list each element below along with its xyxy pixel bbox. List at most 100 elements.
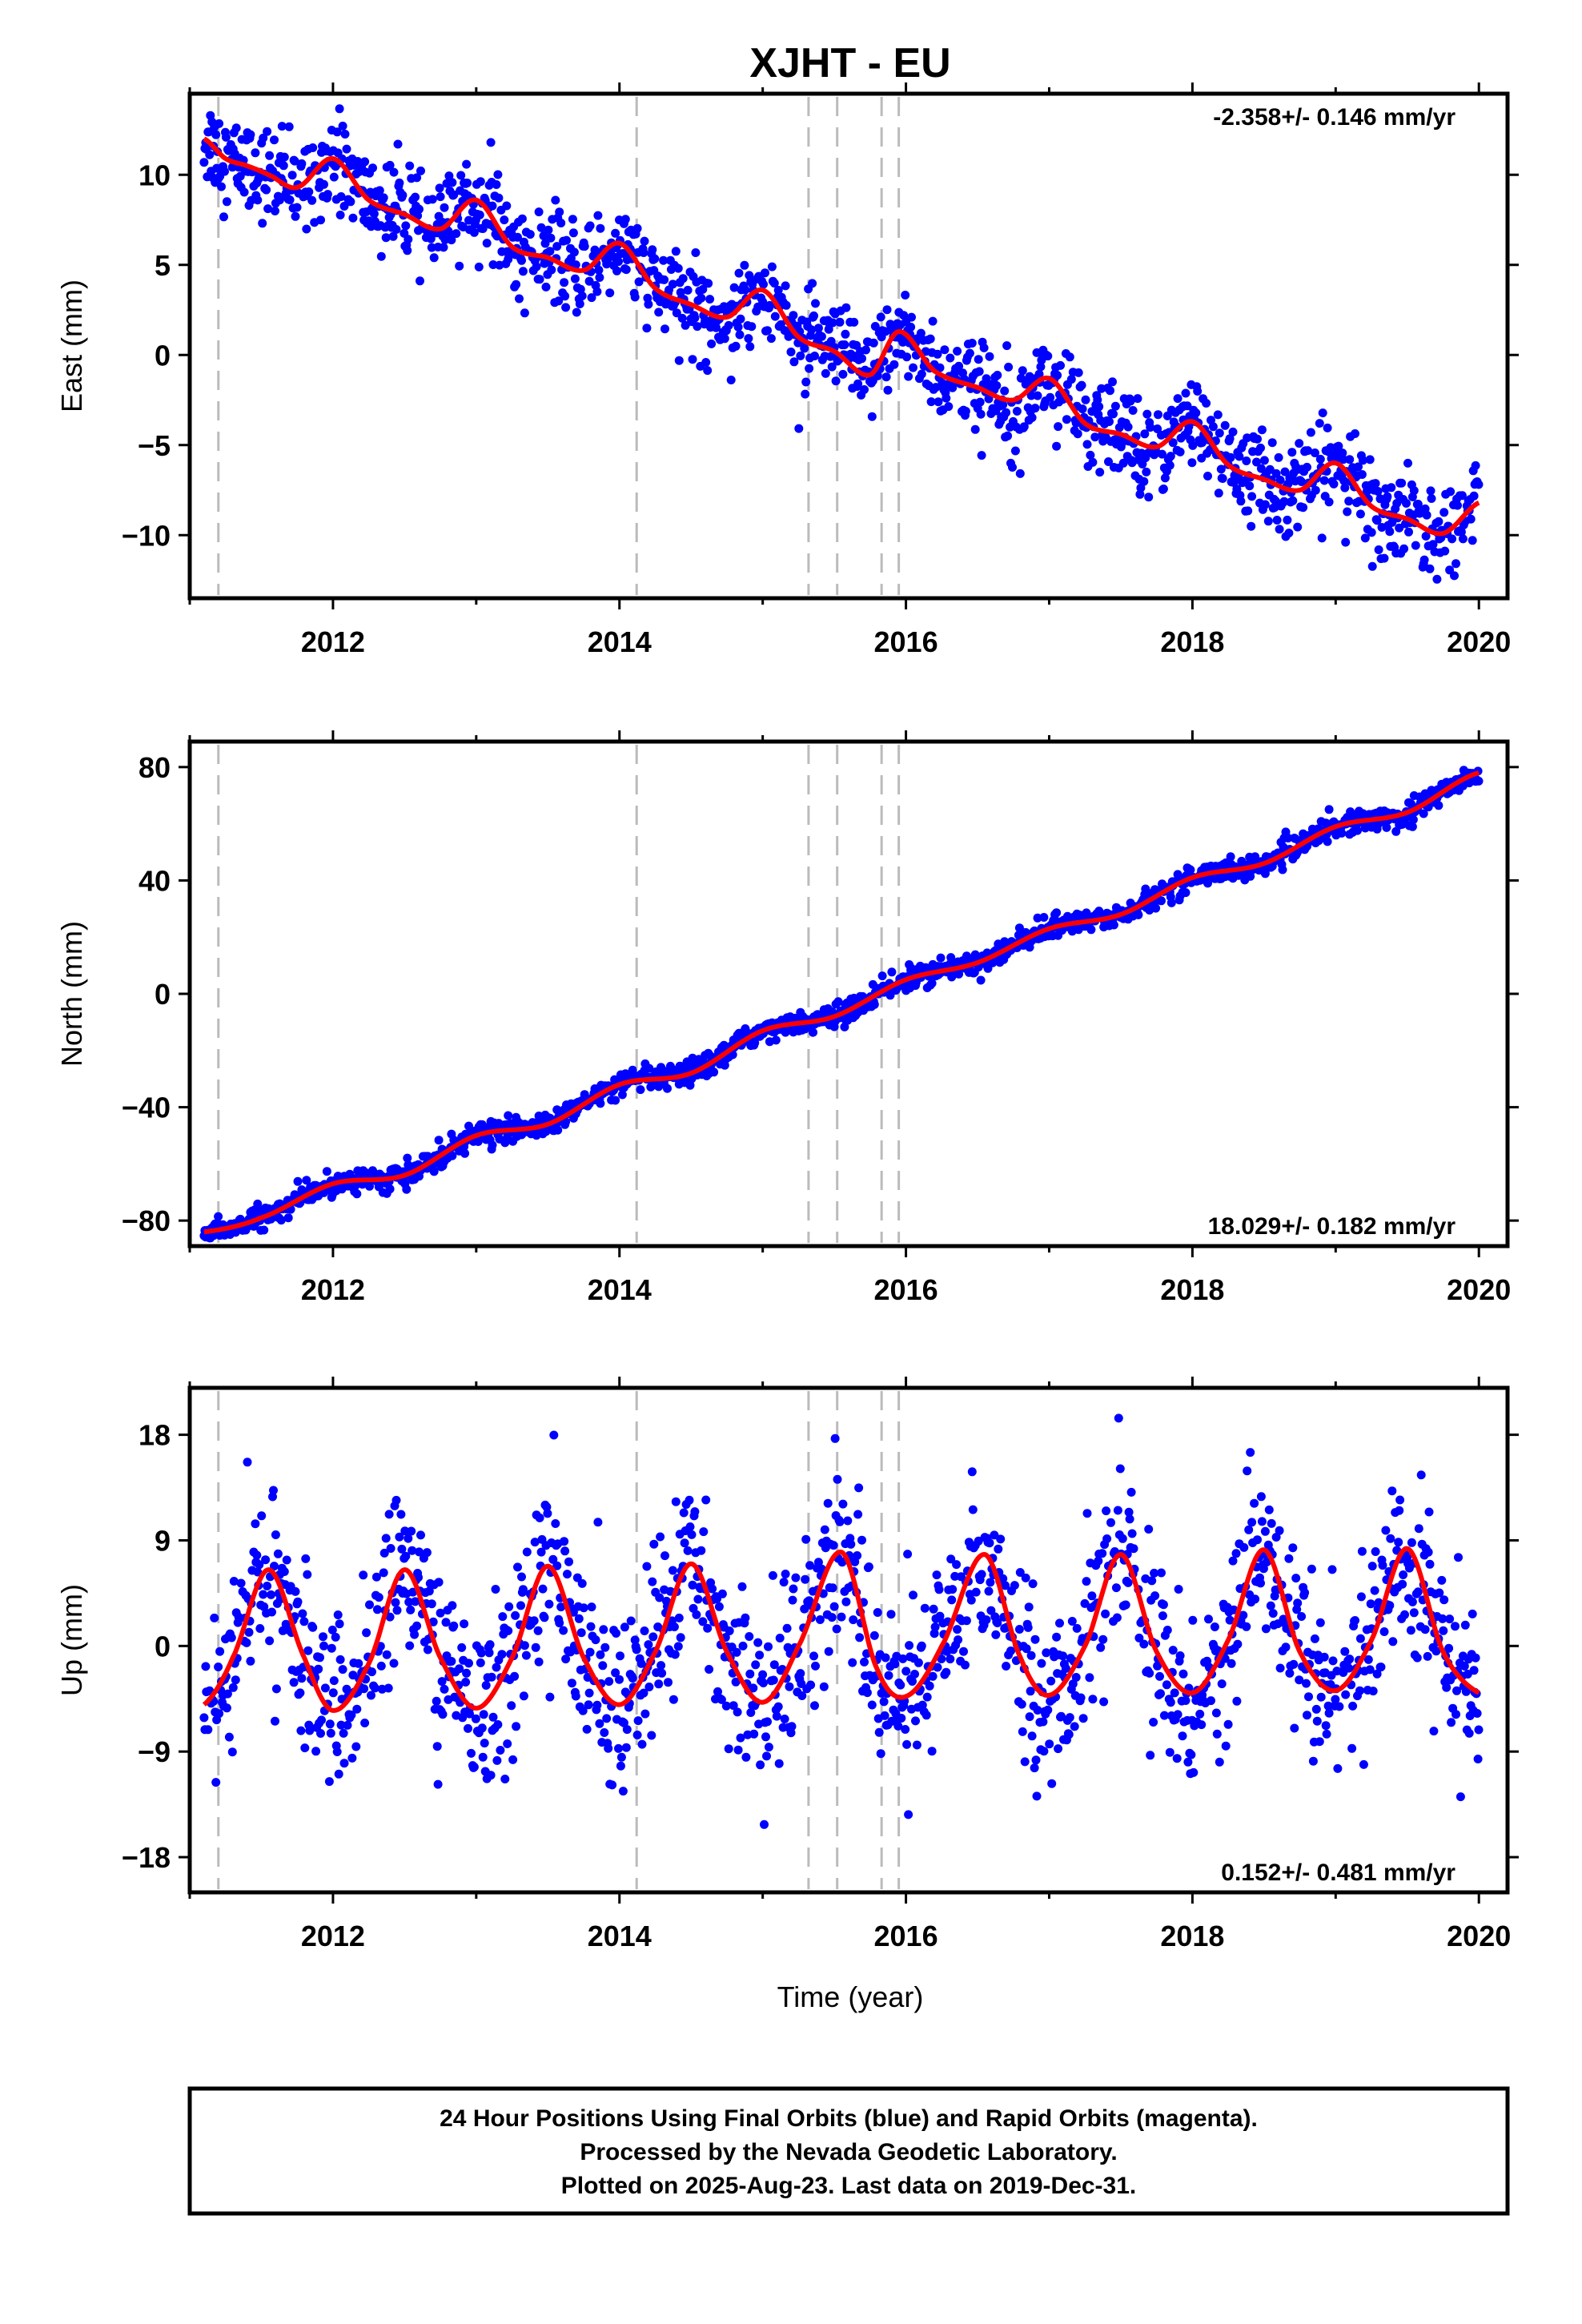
observation-point [1221,1741,1231,1751]
observation-point [1406,1626,1415,1635]
observation-point [1351,1616,1359,1625]
observation-point [788,1595,797,1605]
observation-point [721,1701,731,1711]
observation-point [1279,497,1289,506]
observation-point [724,320,733,330]
observation-point [946,1655,955,1664]
observation-point [1214,489,1223,498]
observation-point [592,1700,602,1710]
observation-point [876,312,885,322]
observation-point [205,150,215,159]
observation-point [733,1745,743,1755]
observation-point [448,1151,457,1160]
observation-point [396,1510,406,1519]
observation-point [1398,1579,1407,1589]
observation-point [229,1577,239,1586]
observation-point [412,173,422,183]
observation-point [1285,1668,1295,1678]
observation-point [1457,491,1467,501]
observation-point [809,1651,818,1661]
observation-point [1453,501,1462,510]
observation-point [488,1712,498,1722]
observation-point [1383,492,1392,501]
observation-point [1187,458,1197,468]
observation-point [1026,1687,1035,1696]
observation-point [1379,553,1389,563]
observation-point [1227,1659,1236,1668]
observation-point [733,322,743,332]
observation-point [932,1570,942,1580]
observation-point [1284,1554,1294,1563]
observation-point [1018,1727,1027,1736]
observation-point [325,1719,335,1729]
observation-point [1134,910,1143,919]
observation-point [649,1539,659,1549]
observation-point [1257,425,1267,435]
observation-point [1445,1614,1455,1624]
observation-point [903,1550,913,1559]
observation-point [251,1519,260,1529]
observation-point [1181,1696,1191,1705]
x-tick-label: 2016 [874,1920,938,1952]
observation-point [403,1153,412,1163]
observation-point [1323,837,1332,846]
observation-point [1256,1578,1265,1588]
observation-point [416,166,425,175]
observation-point [560,292,570,301]
observation-point [1108,377,1117,387]
observation-point [1400,1610,1409,1619]
observation-point [1080,1598,1090,1608]
observation-point [448,178,457,187]
observation-point [857,1535,866,1545]
observation-point [1341,1690,1351,1699]
observation-point [630,1635,640,1645]
observation-point [745,342,755,352]
observation-point [1036,362,1046,372]
observation-point [1188,1615,1198,1625]
observation-point [1373,487,1383,496]
observation-point [884,1671,893,1680]
observation-point [1168,438,1178,448]
observation-point [469,227,479,237]
observation-point [282,1555,291,1565]
observation-point [456,171,466,180]
observation-point [1271,468,1281,478]
observation-point [1469,1666,1479,1675]
observation-point [391,1598,400,1607]
observation-point [769,1675,778,1685]
footer-line-1: 24 Hour Positions Using Final Orbits (bl… [440,2105,1258,2132]
observation-point [215,1709,224,1719]
observation-point [261,1555,271,1565]
observation-point [1052,1632,1062,1642]
x-tick-label: 2020 [1447,1920,1511,1952]
observation-point [1134,1633,1144,1642]
observation-point [769,279,779,288]
observation-point [570,274,580,283]
observation-point [611,1668,620,1678]
observation-point [741,1752,751,1762]
observation-point [336,1720,346,1730]
observation-point [1110,401,1120,411]
observation-point [1118,458,1128,468]
observation-point [595,273,604,282]
observation-point [1414,1524,1423,1534]
observation-point [1158,1600,1168,1610]
observation-point [571,1691,580,1701]
observation-point [1435,1588,1444,1598]
observation-point [1039,1747,1049,1756]
observation-point [1243,1466,1252,1476]
observation-point [656,1661,666,1671]
observation-point [1235,452,1244,461]
observation-point [541,282,551,292]
observation-point [271,1716,279,1726]
observation-point [829,1541,838,1550]
observation-point [258,219,267,228]
observation-point [429,253,439,263]
observation-point [806,1680,816,1690]
observation-point [1125,1514,1134,1524]
observation-point [673,263,683,273]
observation-point [317,1715,326,1725]
observation-point [329,1676,339,1686]
observation-point [481,1681,491,1690]
observation-point [1106,386,1114,396]
